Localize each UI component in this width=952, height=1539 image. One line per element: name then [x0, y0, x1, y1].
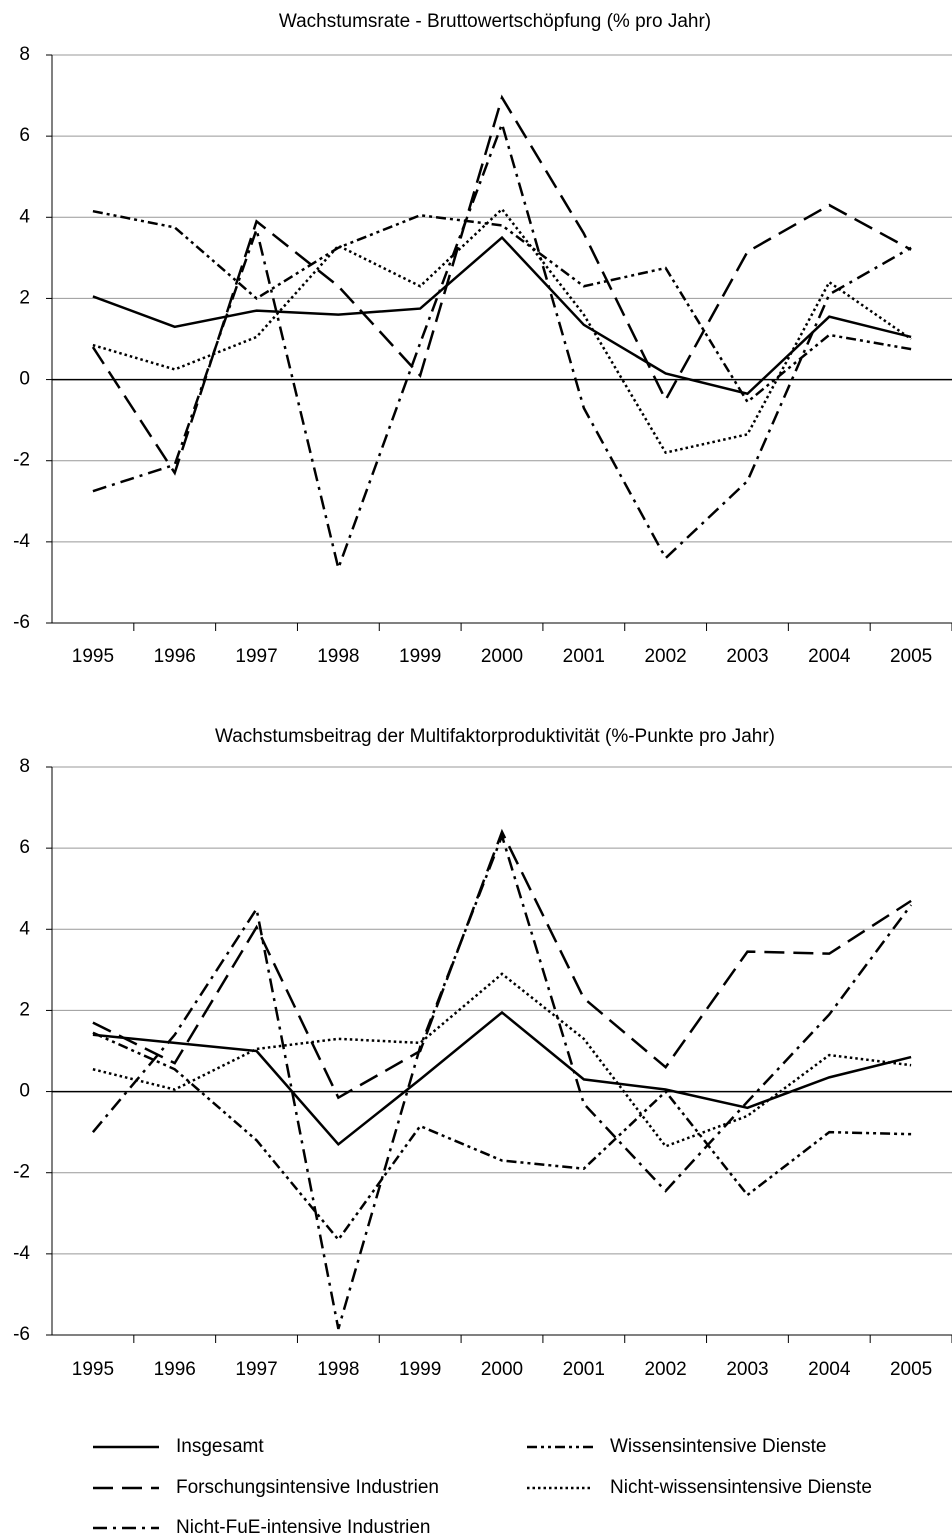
- x-tick-label: 2002: [644, 646, 686, 667]
- series-line: [92, 209, 912, 404]
- x-tick-label: 2000: [481, 1359, 523, 1380]
- x-tick-label: 1997: [235, 1359, 277, 1380]
- legend-label: Forschungsintensive Industrien: [176, 1477, 439, 1498]
- series-line: [92, 235, 912, 396]
- x-tick-label: 2003: [726, 1359, 768, 1380]
- series-line: [91, 832, 913, 1330]
- y-tick-label: 4: [19, 206, 30, 227]
- x-tick-label: 2000: [481, 646, 523, 667]
- x-tick-label: 1998: [317, 646, 359, 667]
- x-tick-label: 2001: [563, 1359, 605, 1380]
- y-tick-label: -4: [13, 1243, 30, 1264]
- x-tick-label: 2005: [890, 1359, 932, 1380]
- x-tick-label: 1997: [235, 646, 277, 667]
- y-tick-label: 8: [19, 44, 30, 65]
- series-line: [92, 1010, 912, 1147]
- y-tick-label: 0: [19, 369, 30, 390]
- series-line: [92, 119, 912, 573]
- series-line: [91, 94, 912, 476]
- x-tick-label: 2004: [808, 1359, 851, 1380]
- x-tick-label: 1995: [72, 1359, 114, 1380]
- y-tick-label: 2: [19, 287, 30, 308]
- legend-label: Insgesamt: [176, 1436, 264, 1457]
- y-tick-label: 2: [19, 999, 30, 1020]
- y-tick-label: -2: [13, 450, 30, 471]
- y-tick-label: 8: [19, 756, 30, 777]
- chart-title: Wachstumsbeitrag der Multifaktorprodukti…: [215, 726, 775, 747]
- y-tick-label: 0: [19, 1081, 30, 1102]
- x-tick-label: 2005: [890, 646, 932, 667]
- y-tick-label: 6: [19, 837, 30, 858]
- y-tick-label: 6: [19, 125, 30, 146]
- y-tick-label: 4: [19, 918, 30, 939]
- series-line: [92, 1031, 912, 1242]
- y-tick-label: -2: [13, 1162, 30, 1183]
- series-line: [92, 828, 912, 1100]
- x-tick-label: 1996: [154, 646, 196, 667]
- y-tick-label: -6: [13, 1324, 30, 1345]
- x-tick-label: 1998: [317, 1359, 359, 1380]
- series-line: [92, 207, 912, 455]
- legend-label: Nicht-wissensintensive Dienste: [610, 1477, 872, 1498]
- legend-label: Nicht-FuE-intensive Industrien: [176, 1517, 431, 1538]
- x-tick-label: 2002: [644, 1359, 686, 1380]
- y-tick-label: -6: [13, 612, 30, 633]
- legend-label: Wissensintensive Dienste: [610, 1436, 826, 1457]
- y-tick-label: -4: [13, 531, 30, 552]
- x-tick-label: 1999: [399, 1359, 441, 1380]
- series-line: [92, 972, 912, 1148]
- x-tick-label: 1996: [154, 1359, 196, 1380]
- x-tick-label: 1995: [72, 646, 114, 667]
- x-tick-label: 2004: [808, 646, 851, 667]
- x-tick-label: 2003: [726, 646, 768, 667]
- x-tick-label: 1999: [399, 646, 441, 667]
- x-tick-label: 2001: [563, 646, 605, 667]
- chart-title: Wachstumsrate - Bruttowertschöpfung (% p…: [279, 11, 711, 32]
